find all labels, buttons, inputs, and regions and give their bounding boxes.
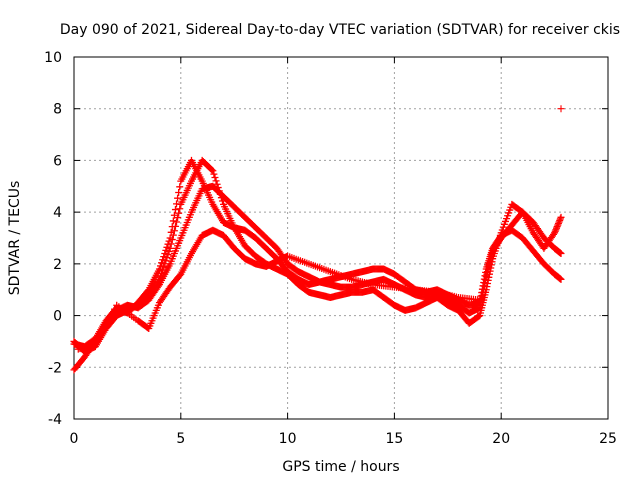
chart-title: Day 090 of 2021, Sidereal Day-to-day VTE… bbox=[60, 22, 620, 38]
data-point bbox=[102, 321, 110, 329]
data-point bbox=[104, 317, 112, 325]
axis-ticks: 0 5 10 15 20 25 -4 -2 0 2 4 6 8 10 bbox=[44, 50, 617, 447]
data-point bbox=[212, 177, 220, 185]
data-point bbox=[173, 218, 181, 226]
data-point bbox=[93, 336, 101, 344]
series-track-2 bbox=[70, 182, 565, 374]
data-point bbox=[175, 188, 183, 196]
y-tick-label: 0 bbox=[53, 309, 62, 325]
data-point bbox=[91, 340, 99, 348]
data-point bbox=[164, 251, 172, 259]
data-point bbox=[216, 190, 224, 198]
data-point bbox=[557, 105, 565, 113]
data-point bbox=[476, 296, 484, 304]
data-point bbox=[171, 222, 179, 230]
data-point bbox=[213, 180, 221, 188]
data-point bbox=[106, 313, 114, 321]
data-point bbox=[166, 244, 174, 252]
data-point bbox=[176, 205, 184, 213]
series-outlier bbox=[557, 105, 565, 113]
data-point bbox=[161, 260, 169, 268]
data-point bbox=[162, 257, 170, 265]
grid bbox=[74, 57, 608, 419]
data-point bbox=[162, 246, 170, 254]
data-point bbox=[175, 209, 183, 217]
data-point bbox=[176, 183, 184, 191]
data-point bbox=[158, 269, 166, 277]
data-markers bbox=[70, 105, 565, 374]
x-axis-label: GPS time / hours bbox=[282, 459, 399, 475]
data-point bbox=[98, 328, 106, 336]
x-tick-label: 5 bbox=[176, 431, 185, 447]
data-point bbox=[174, 214, 182, 222]
x-tick-label: 25 bbox=[599, 431, 617, 447]
data-point bbox=[557, 213, 565, 221]
data-point bbox=[157, 272, 165, 280]
data-point bbox=[108, 309, 116, 317]
y-tick-label: 10 bbox=[44, 50, 62, 66]
data-point bbox=[159, 256, 167, 264]
data-point bbox=[167, 240, 175, 248]
data-point bbox=[170, 227, 178, 235]
data-point bbox=[159, 266, 167, 274]
data-point bbox=[165, 247, 173, 255]
data-point bbox=[208, 166, 216, 174]
x-tick-label: 0 bbox=[70, 431, 79, 447]
y-tick-label: 4 bbox=[53, 205, 62, 221]
data-point bbox=[96, 332, 104, 340]
data-point bbox=[155, 275, 163, 283]
x-tick-label: 15 bbox=[385, 431, 403, 447]
data-point bbox=[111, 305, 119, 313]
data-point bbox=[158, 259, 166, 267]
data-point bbox=[155, 265, 163, 273]
data-point bbox=[557, 250, 565, 258]
data-point bbox=[209, 167, 217, 175]
y-tick-label: -2 bbox=[48, 360, 62, 376]
data-point bbox=[217, 194, 225, 202]
y-tick-label: 8 bbox=[53, 102, 62, 118]
data-point bbox=[161, 250, 169, 258]
data-point bbox=[163, 243, 171, 251]
data-point bbox=[557, 275, 565, 283]
data-point bbox=[160, 253, 168, 261]
x-tick-label: 10 bbox=[279, 431, 297, 447]
data-point bbox=[214, 184, 222, 192]
data-point bbox=[168, 236, 176, 244]
x-tick-label: 20 bbox=[492, 431, 510, 447]
data-point bbox=[163, 254, 171, 262]
y-tick-label: 6 bbox=[53, 153, 62, 169]
data-point bbox=[174, 194, 182, 202]
y-axis-label: SDTVAR / TECUs bbox=[7, 181, 23, 296]
data-point bbox=[215, 187, 223, 195]
data-point bbox=[154, 277, 162, 285]
series-track-4 bbox=[74, 226, 484, 353]
data-point bbox=[210, 170, 218, 178]
y-tick-label: -4 bbox=[48, 412, 62, 428]
data-point bbox=[218, 197, 226, 205]
data-point bbox=[157, 262, 165, 270]
data-point bbox=[100, 325, 108, 332]
data-point bbox=[171, 206, 179, 214]
data-point bbox=[169, 231, 177, 239]
data-point bbox=[160, 263, 168, 271]
data-point bbox=[169, 217, 177, 225]
plot-frame bbox=[73, 56, 609, 420]
data-point bbox=[211, 173, 219, 181]
y-tick-label: 2 bbox=[53, 257, 62, 273]
